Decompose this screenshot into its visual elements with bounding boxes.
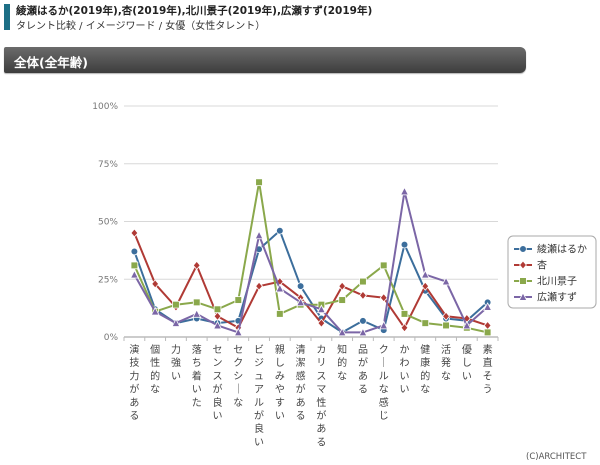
series-4 [129, 186, 493, 337]
data-point [400, 323, 409, 333]
x-tick-label: 活発な [441, 344, 451, 382]
data-point [172, 300, 180, 309]
data-point [254, 230, 264, 240]
data-point [483, 328, 492, 337]
data-point [213, 311, 222, 321]
data-point [276, 226, 284, 235]
header-accent-bar [4, 4, 10, 30]
x-tick-label: センスが良い [213, 344, 223, 422]
data-point [275, 283, 285, 293]
x-tick-label: 健康的な [420, 344, 430, 396]
data-point [359, 317, 367, 325]
data-point [130, 228, 139, 238]
x-tick-label: セクシ｜な [233, 344, 243, 409]
data-point [233, 327, 243, 337]
data-point [420, 269, 430, 279]
x-tick-label: 素直そう [483, 343, 493, 396]
data-point [276, 310, 284, 318]
data-point [316, 304, 326, 314]
x-tick-label: 力強い [171, 343, 181, 382]
y-tick-label: 50% [98, 218, 118, 228]
breadcrumb: タレント比較 / イメージワード / 女優（女性タレント） [16, 21, 266, 32]
data-point [130, 261, 139, 270]
x-tick-label: 知的な [337, 343, 347, 382]
data-point [358, 327, 368, 337]
data-point [192, 298, 201, 307]
data-point [296, 282, 305, 290]
data-point [519, 260, 527, 270]
data-point [400, 186, 409, 196]
x-tick-label: 個性的な [150, 343, 160, 396]
data-point [519, 277, 527, 285]
data-point [130, 247, 139, 256]
data-point [255, 281, 263, 291]
x-tick-label: ビジュアルが良い [254, 344, 264, 448]
section-title: 全体(全年齢) [14, 55, 88, 70]
x-tick-label: 演技力がある [129, 343, 139, 422]
data-point [213, 320, 222, 330]
data-point [441, 276, 451, 286]
data-point [234, 296, 243, 304]
y-tick-label: 25% [98, 275, 118, 285]
data-point [317, 318, 326, 328]
x-tick-label: かわいい [400, 344, 410, 396]
data-point [462, 320, 472, 330]
data-point [338, 296, 346, 304]
x-tick-label: 落ち着いた [192, 344, 202, 409]
copyright-credit: (C)ARCHITECT [526, 452, 587, 462]
data-point [379, 320, 389, 330]
data-point [421, 319, 430, 327]
data-point [421, 281, 430, 291]
data-point [129, 269, 139, 279]
data-point [359, 290, 367, 301]
data-point [400, 240, 409, 249]
x-tick-label: 清潔感がある [296, 343, 306, 422]
data-point [150, 306, 160, 316]
data-point [379, 261, 388, 270]
legend-box [507, 235, 597, 309]
data-point [337, 327, 347, 337]
x-tick-label: ク｜ルな感じ [379, 344, 389, 422]
data-point [192, 309, 202, 318]
data-point [442, 311, 450, 321]
x-tick-label: カリスマ性がある [316, 344, 326, 448]
data-point [213, 305, 222, 314]
data-point [379, 293, 388, 303]
legend-label: 綾瀬はるか [537, 243, 587, 256]
y-tick-label: 100% [92, 102, 118, 112]
data-point [519, 245, 527, 253]
data-point [359, 277, 367, 286]
x-tick-label: 品がある [358, 344, 368, 396]
data-point [171, 318, 181, 327]
data-point [338, 281, 347, 291]
legend-label: 北川景子 [537, 276, 577, 288]
y-tick-label: 75% [98, 160, 118, 170]
page-title: 綾瀬はるか(2019年),杏(2019年),北川景子(2019年),広瀬すず(2… [16, 5, 373, 17]
data-point [400, 310, 409, 318]
data-point [255, 178, 263, 187]
legend-label: 広瀬すず [537, 291, 577, 304]
x-tick-label: 親しみやすい [275, 343, 285, 422]
x-tick-label: 優しい [462, 343, 472, 382]
data-point [483, 302, 493, 311]
data-point [518, 292, 528, 301]
series-line [133, 190, 489, 334]
data-point [151, 279, 160, 289]
section-header: 全体(全年齢) [4, 47, 526, 73]
line-chart: 0% 25% 50% 75% 100% 演技力がある 個性的な 力強い 落ち着いた センスが良いセ… [92, 102, 597, 448]
data-point [192, 260, 201, 271]
legend-label: 杏 [537, 259, 547, 272]
data-point [296, 297, 306, 307]
y-tick-label: 0% [104, 333, 119, 343]
series-line [133, 232, 488, 329]
data-point [442, 321, 450, 330]
